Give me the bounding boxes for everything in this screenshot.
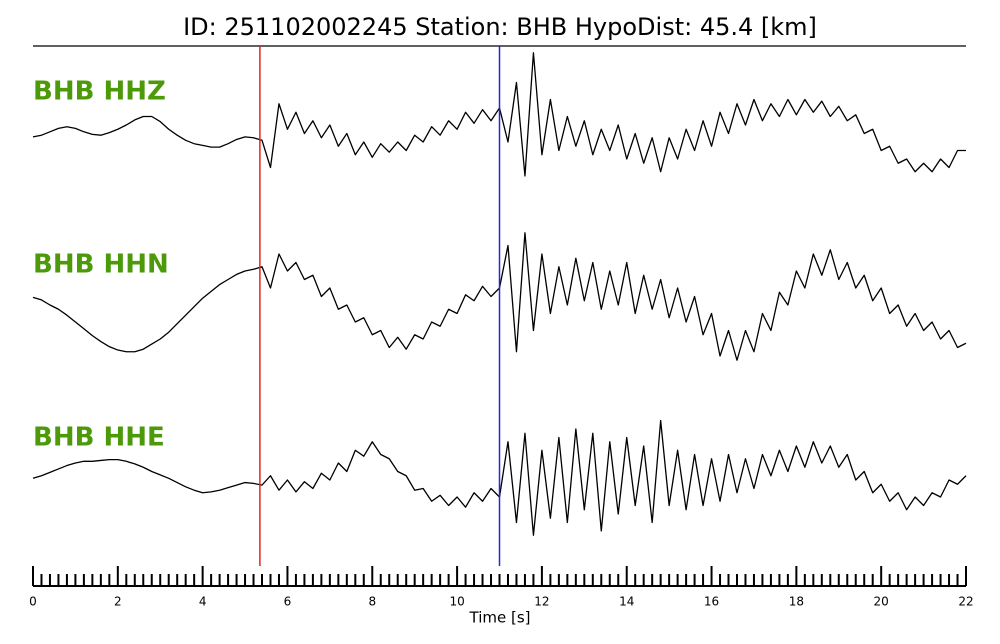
x-tick-label: 16 (704, 595, 719, 609)
x-tick-label: 14 (619, 595, 634, 609)
x-tick-label: 8 (368, 595, 376, 609)
x-axis-label: Time [s] (469, 609, 531, 627)
chart-title: ID: 251102002245 Station: BHB HypoDist: … (183, 13, 817, 41)
x-tick-label: 12 (534, 595, 549, 609)
x-tick-label: 22 (958, 595, 973, 609)
x-tick-label: 6 (284, 595, 292, 609)
x-tick-label: 4 (199, 595, 207, 609)
trace-label: BHB HHZ (33, 77, 166, 107)
x-tick-label: 10 (449, 595, 464, 609)
x-tick-label: 2 (114, 595, 122, 609)
x-tick-label: 20 (874, 595, 889, 609)
trace-label: BHB HHE (33, 423, 165, 453)
x-tick-label: 0 (29, 595, 37, 609)
x-tick-label: 18 (789, 595, 804, 609)
trace-label: BHB HHN (33, 250, 169, 280)
